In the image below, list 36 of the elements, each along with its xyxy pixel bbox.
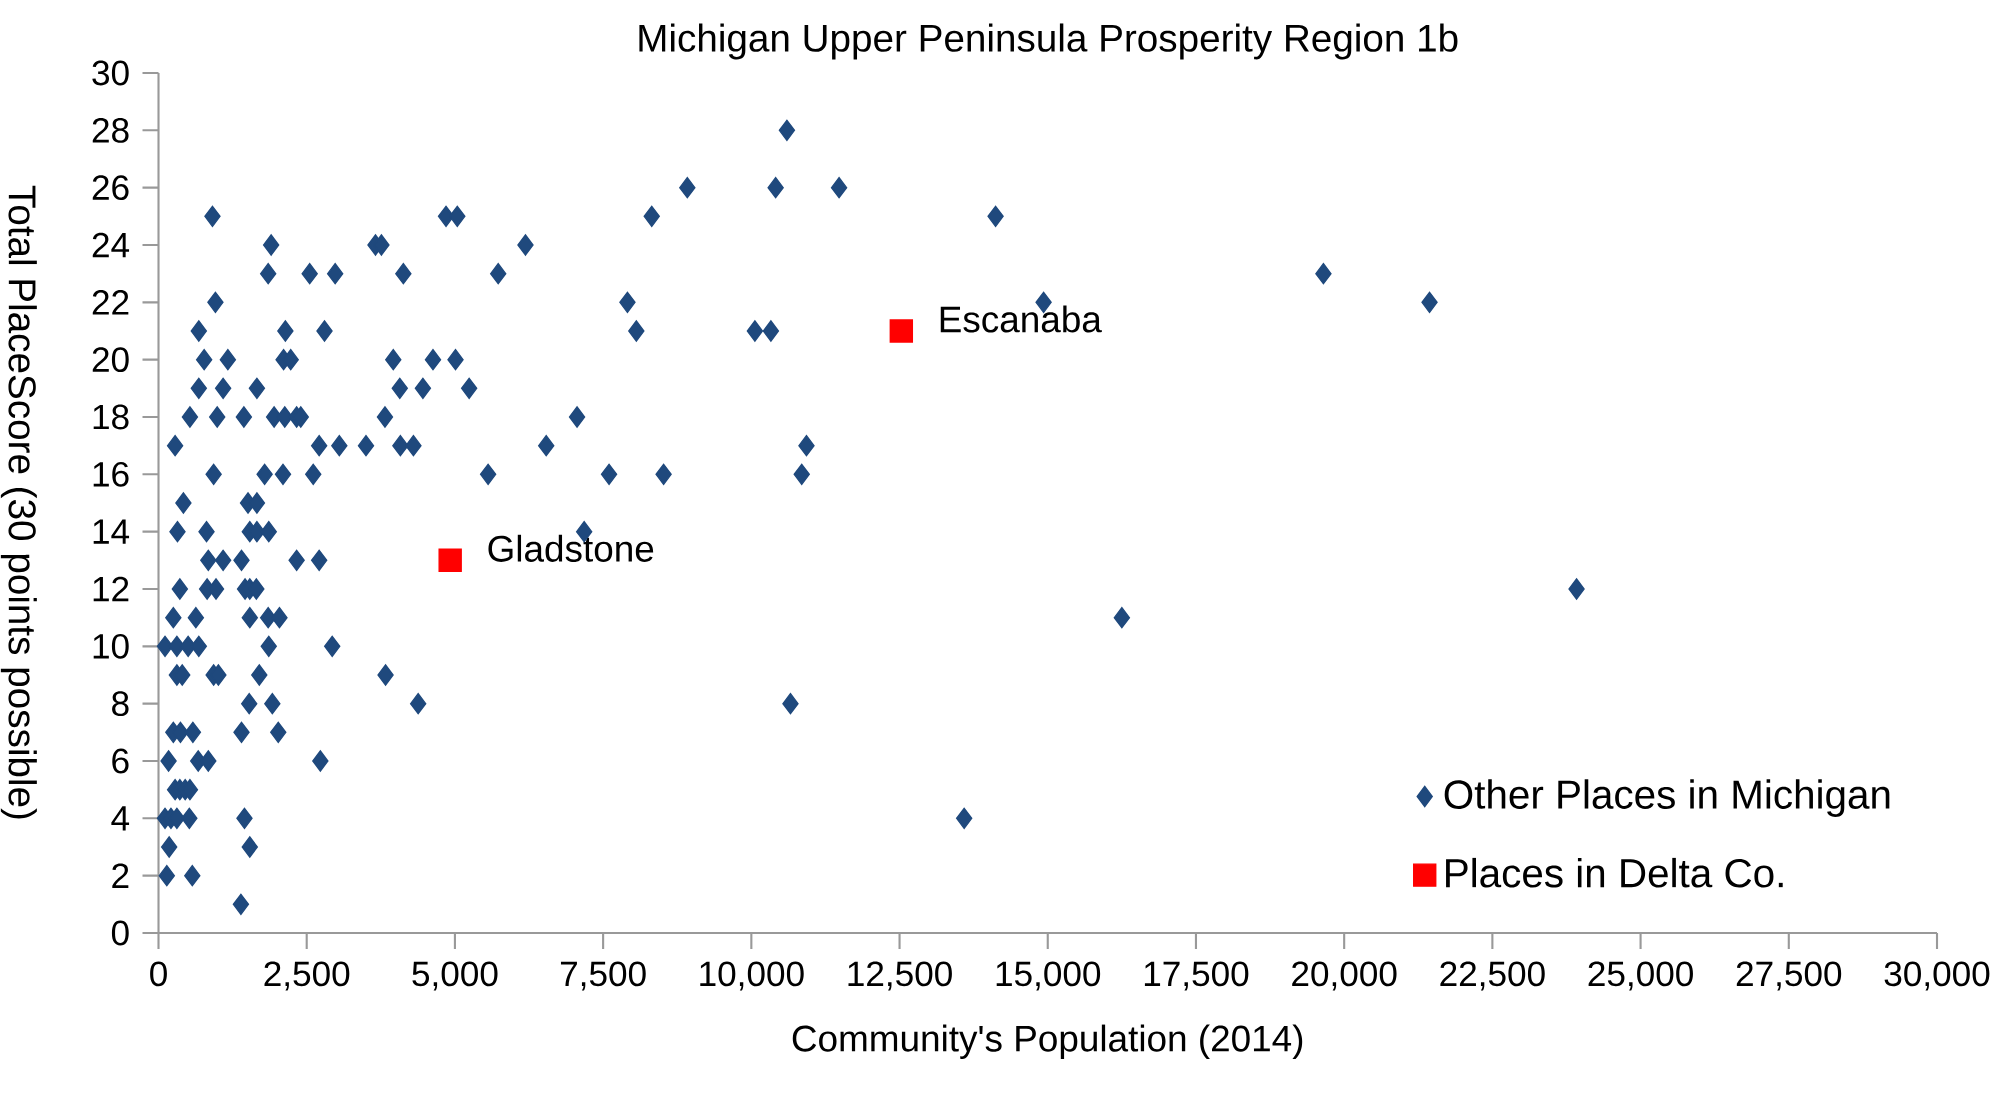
legend-label: Places in Delta Co. [1446, 857, 1783, 888]
y-tick-label: 6 [112, 748, 129, 774]
y-tick-label: 30 [92, 60, 129, 86]
x-tick-label: 15,000 [996, 961, 1101, 991]
x-tick-label: 25,000 [1588, 961, 1693, 991]
x-tick-label: 20,000 [1292, 961, 1397, 991]
y-tick-label: 2 [112, 863, 129, 888]
x-tick-label: 17,500 [1144, 961, 1249, 991]
y-axis-title: Total PlaceScore (30 points possible) [0, 185, 37, 819]
y-tick-label: 0 [111, 920, 129, 946]
y-tick-label: 22 [92, 290, 129, 315]
chart-title: Michigan Upper Peninsula Prosperity Region 1b [639, 23, 1458, 60]
y-tick-label: 28 [92, 117, 129, 143]
y-tick-label: 12 [93, 576, 129, 602]
x-tick-label: 10,000 [700, 961, 804, 991]
y-tick-label: 4 [111, 806, 130, 831]
x-tick-label: 12,500 [848, 961, 952, 991]
annotation: Gladstone [488, 534, 654, 562]
x-tick-label: 7,500 [560, 961, 646, 991]
y-tick-label: 10 [93, 633, 129, 659]
annotation: Escanaba [940, 305, 1102, 333]
y-tick-label: 14 [93, 519, 130, 544]
x-tick-label: 5,000 [412, 961, 498, 991]
y-tick-label: 16 [93, 461, 129, 487]
y-tick-label: 18 [93, 404, 129, 430]
x-tick-label: 30,000 [1884, 961, 1990, 991]
y-tick-label: 26 [92, 175, 129, 201]
y-tick-label: 20 [92, 347, 129, 373]
y-tick-label: 24 [92, 232, 130, 258]
x-tick-label: 0 [150, 961, 167, 987]
x-axis-title: Community's Population (2014) [792, 1024, 1303, 1059]
x-tick-label: 2,500 [264, 961, 350, 991]
y-tick-label: 8 [112, 691, 129, 717]
x-tick-label: 22,500 [1440, 961, 1545, 991]
x-tick-label: 27,500 [1736, 961, 1842, 991]
legend-label: Other Places in Michigan [1444, 779, 1890, 817]
